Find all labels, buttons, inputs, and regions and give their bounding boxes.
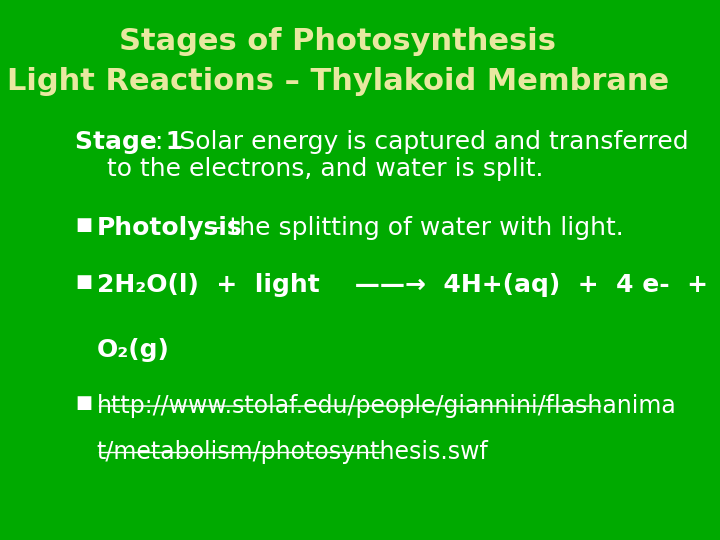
Text: t/metabolism/photosynthesis.swf: t/metabolism/photosynthesis.swf (96, 440, 488, 464)
Text: Light Reactions – Thylakoid Membrane: Light Reactions – Thylakoid Membrane (6, 68, 669, 97)
Text: 2H₂O(l)  +  light    ——→  4H+(aq)  +  4 e-  +: 2H₂O(l) + light ——→ 4H+(aq) + 4 e- + (96, 273, 708, 296)
Text: – the splitting of water with light.: – the splitting of water with light. (96, 216, 624, 240)
Text: :  Solar energy is captured and transferred
    to the electrons, and water is s: : Solar energy is captured and transferr… (75, 130, 688, 181)
Text: Stage 1: Stage 1 (75, 130, 183, 153)
Text: ■: ■ (75, 394, 92, 412)
Text: Stages of Photosynthesis: Stages of Photosynthesis (120, 27, 557, 56)
Text: http://www.stolaf.edu/people/giannini/flashanima: http://www.stolaf.edu/people/giannini/fl… (96, 394, 676, 418)
Text: ■: ■ (75, 216, 92, 234)
Text: O₂(g): O₂(g) (96, 338, 169, 361)
Text: ■: ■ (75, 273, 92, 291)
Text: Photolysis: Photolysis (96, 216, 242, 240)
